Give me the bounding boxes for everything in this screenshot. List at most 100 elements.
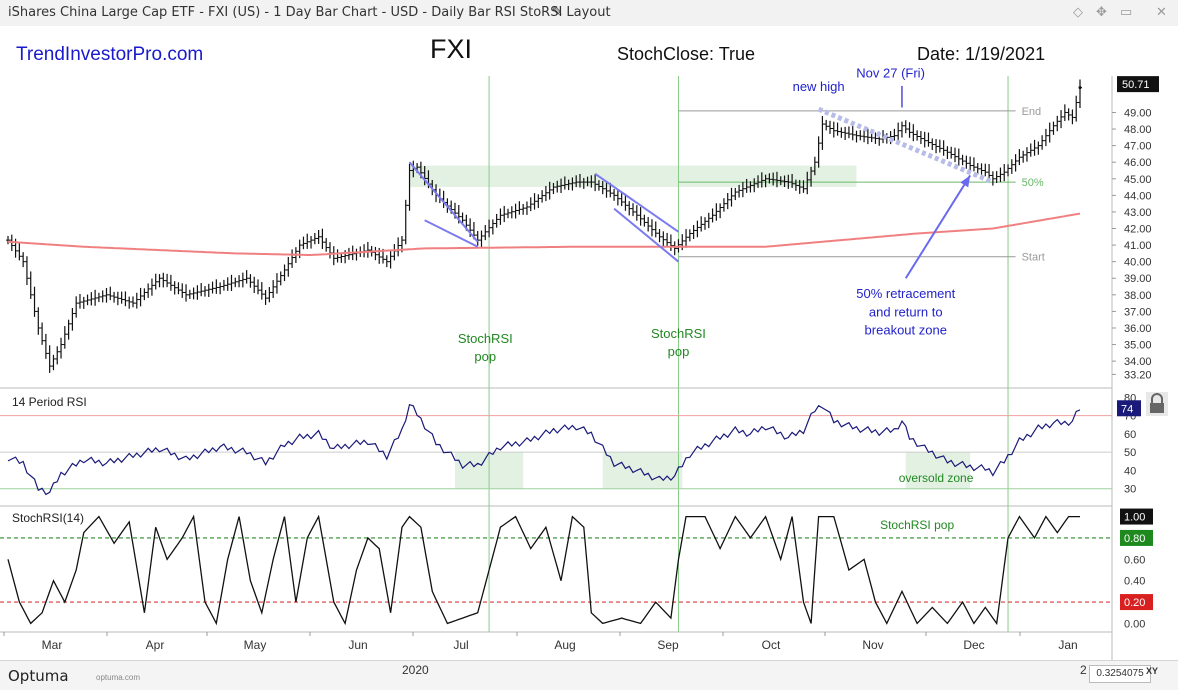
price-axis-label: 35.00 xyxy=(1124,340,1152,352)
retracement-arrow xyxy=(904,174,971,279)
price-bar xyxy=(1032,139,1037,156)
price-bar xyxy=(759,172,764,188)
price-bar xyxy=(6,235,10,245)
price-bar xyxy=(55,346,60,365)
pencil-icon[interactable]: ✎ xyxy=(552,4,563,19)
price-bar xyxy=(540,190,545,203)
coordinate-readout[interactable]: 0.3254075 xyxy=(1089,665,1151,683)
price-bar xyxy=(790,173,795,188)
price-bar xyxy=(748,181,753,193)
price-bar xyxy=(513,203,518,219)
lock-icon[interactable] xyxy=(1146,392,1168,416)
price-bar xyxy=(975,163,980,175)
price-axis-label: 40.00 xyxy=(1124,257,1152,269)
price-bar xyxy=(74,296,79,318)
price-bar xyxy=(134,292,139,309)
price-bar xyxy=(737,184,742,198)
price-bar xyxy=(767,173,772,184)
oversold-zone-label: oversold zone xyxy=(899,471,974,485)
month-label: Oct xyxy=(762,638,781,652)
price-bar xyxy=(956,148,961,166)
price-bar xyxy=(907,122,912,138)
price-bar xyxy=(570,177,575,191)
price-axis-label: 44.00 xyxy=(1124,190,1152,202)
price-bar xyxy=(21,252,26,268)
last-price-dot xyxy=(1078,86,1082,90)
price-bar xyxy=(263,290,268,305)
price-bar xyxy=(528,197,533,212)
price-bar xyxy=(983,163,988,177)
price-annotation: pop xyxy=(668,344,690,359)
price-bar xyxy=(831,121,836,138)
price-bar xyxy=(40,322,45,345)
price-bar xyxy=(502,205,507,223)
price-bar xyxy=(793,179,798,191)
diamond-icon[interactable]: ◇ xyxy=(1073,4,1083,19)
price-bar xyxy=(62,326,67,349)
stochrsi-title: StochRSI(14) xyxy=(12,511,84,525)
price-bar xyxy=(324,238,329,252)
price-bar xyxy=(1074,95,1079,122)
price-bar xyxy=(574,175,579,188)
price-bar xyxy=(899,121,904,138)
price-bar xyxy=(210,281,215,294)
close-icon[interactable]: ✕ xyxy=(1156,4,1167,19)
price-bar xyxy=(585,176,590,187)
price-bar xyxy=(384,255,389,268)
price-bar xyxy=(1059,110,1064,129)
price-bar xyxy=(252,276,257,293)
price-bar xyxy=(244,270,249,284)
price-bar xyxy=(123,291,128,307)
month-label: Sep xyxy=(657,638,679,652)
price-bar xyxy=(971,157,976,172)
rsi-axis-label: 40 xyxy=(1124,465,1136,477)
price-bar xyxy=(646,216,651,232)
price-bar xyxy=(665,232,670,247)
price-annotation: 50% retracement xyxy=(856,286,955,301)
month-label: May xyxy=(244,638,267,652)
price-bar xyxy=(407,163,412,211)
month-label: Aug xyxy=(554,638,575,652)
price-bar xyxy=(168,274,173,291)
price-bar xyxy=(403,199,408,245)
price-bar xyxy=(206,283,211,298)
price-bar xyxy=(506,208,511,219)
price-bar xyxy=(729,187,734,207)
price-bar xyxy=(127,296,132,309)
price-bar xyxy=(119,291,124,304)
window-title: iShares China Large Cap ETF - FXI (US) -… xyxy=(8,5,611,20)
price-bar xyxy=(774,171,779,188)
trendline xyxy=(408,161,479,243)
month-label: Dec xyxy=(963,638,984,652)
price-bar xyxy=(422,166,427,186)
price-bar xyxy=(1006,164,1011,177)
month-label: Jul xyxy=(453,638,468,652)
price-bar xyxy=(763,174,768,188)
price-bar xyxy=(32,286,37,317)
xy-toggle[interactable]: XY xyxy=(1146,666,1159,676)
stoch-axis-label: 0.00 xyxy=(1124,618,1145,630)
price-annotation: new high xyxy=(793,79,845,94)
price-bar xyxy=(532,193,537,210)
setting-label: StochClose: True xyxy=(617,44,755,64)
price-bar xyxy=(786,174,791,189)
price-bar xyxy=(691,224,696,239)
price-bar xyxy=(714,203,719,221)
year-label: 2020 xyxy=(402,663,429,677)
price-bar xyxy=(93,289,98,306)
price-bar xyxy=(96,292,101,303)
price-bar xyxy=(699,216,704,232)
price-bar xyxy=(59,337,64,359)
brand-url: optuma.com xyxy=(96,673,141,682)
price-bar xyxy=(695,220,700,238)
pin-icon[interactable]: ✥ xyxy=(1096,4,1107,19)
price-bar xyxy=(66,319,71,340)
price-bar xyxy=(733,187,738,201)
price-bar xyxy=(240,272,245,288)
maximize-icon[interactable]: ▭ xyxy=(1120,4,1133,19)
price-bar xyxy=(1017,149,1022,166)
price-bar xyxy=(915,130,920,141)
price-bar xyxy=(43,333,48,359)
